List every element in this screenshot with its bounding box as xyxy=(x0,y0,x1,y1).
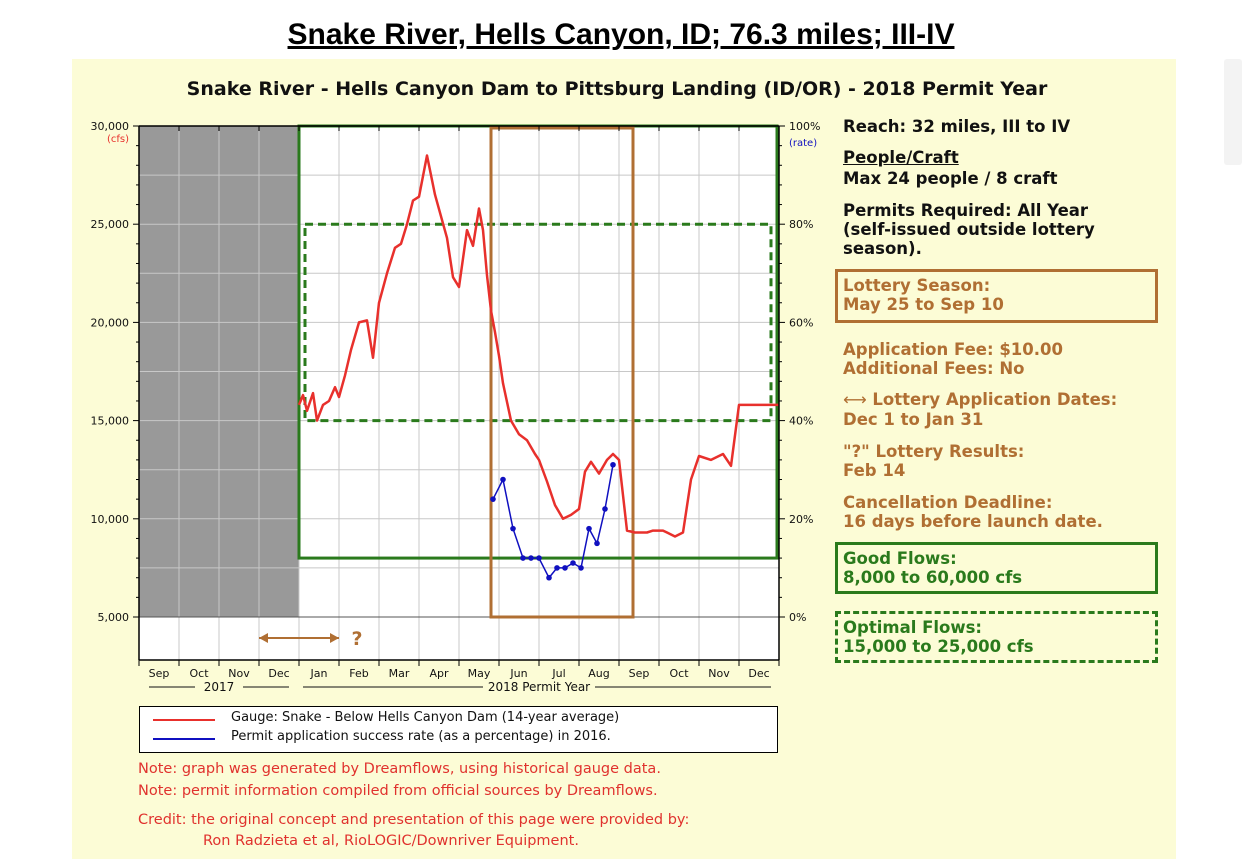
rate-unit-label: (rate) xyxy=(789,138,817,149)
rate-point xyxy=(586,525,592,532)
optimal-flows-box xyxy=(835,611,1158,663)
rate-point xyxy=(528,555,534,561)
good-flows-label: Good Flows: xyxy=(843,549,957,568)
month-label: Dec xyxy=(748,667,769,680)
rate-point xyxy=(554,565,560,571)
rate-point xyxy=(602,506,608,512)
month-label: Oct xyxy=(189,667,209,680)
lottery-season-label: Lottery Season: xyxy=(843,276,991,295)
lottery-results-date: Feb 14 xyxy=(843,461,906,480)
legend-rate-label: Permit application success rate (as a pe… xyxy=(231,729,611,744)
additional-fees-text: Additional Fees: No xyxy=(843,359,1025,378)
legend-rate-swatch xyxy=(153,738,215,740)
permits-line-1: Permits Required: All Year xyxy=(843,201,1089,220)
arrow-left-head xyxy=(259,633,268,643)
optimal-flows-region xyxy=(303,222,773,423)
period-2018-label: 2018 Permit Year xyxy=(488,680,590,694)
rate-tick-label: 100% xyxy=(789,120,820,133)
month-label: Aug xyxy=(588,667,609,680)
lottery-results-marker: ? xyxy=(351,628,362,650)
rate-point xyxy=(536,555,542,561)
period-2017-label: 2017 xyxy=(204,680,235,694)
month-label: Apr xyxy=(429,667,449,680)
rate-point xyxy=(562,565,568,571)
good-flows-range: 8,000 to 60,000 cfs xyxy=(843,568,1023,587)
people-craft-heading: People/Craft xyxy=(843,148,959,167)
rate-point xyxy=(500,476,506,483)
rate-tick-label: 80% xyxy=(789,218,813,231)
month-label: May xyxy=(468,667,491,680)
month-label: Sep xyxy=(149,667,170,680)
lottery-results-label: "?" Lottery Results: xyxy=(843,442,1025,461)
optimal-flows-range: 15,000 to 25,000 cfs xyxy=(843,637,1034,656)
rate-tick-label: 40% xyxy=(789,415,813,428)
good-flows-box xyxy=(835,542,1158,594)
flow-tick-label: 15,000 xyxy=(91,415,130,428)
permits-line-3: season). xyxy=(843,239,922,258)
rate-tick-label: 60% xyxy=(789,316,813,329)
rate-point xyxy=(570,560,576,566)
flow-tick-label: 20,000 xyxy=(91,316,130,329)
chart-legend: Gauge: Snake - Below Hells Canyon Dam (1… xyxy=(139,706,778,753)
reach-text: Reach: 32 miles, III to IV xyxy=(843,117,1071,136)
month-label: Jun xyxy=(509,667,527,680)
application-dates-value: Dec 1 to Jan 31 xyxy=(843,410,984,429)
month-label: Dec xyxy=(268,667,289,680)
cancellation-value: 16 days before launch date. xyxy=(843,512,1103,531)
month-label: Sep xyxy=(629,667,650,680)
legend-flow-swatch xyxy=(153,719,215,721)
legend-flow-label: Gauge: Snake - Below Hells Canyon Dam (1… xyxy=(231,710,620,725)
application-dates-label: ⟷ Lottery Application Dates: xyxy=(843,390,1117,409)
rate-point xyxy=(578,565,584,571)
people-craft-text: Max 24 people / 8 craft xyxy=(843,169,1058,188)
page-title: Snake River, Hells Canyon, ID; 76.3 mile… xyxy=(287,18,955,51)
month-label: Feb xyxy=(349,667,368,680)
note-generated: Note: graph was generated by Dreamflows,… xyxy=(138,761,661,777)
flow-tick-label: 25,000 xyxy=(91,218,130,231)
month-label: Nov xyxy=(228,667,250,680)
rate-tick-label: 0% xyxy=(789,611,806,624)
rate-point xyxy=(610,461,616,468)
rate-point xyxy=(546,574,552,581)
month-label: Jan xyxy=(310,667,328,680)
application-dates-heading: Lottery Application Dates: xyxy=(872,390,1118,409)
lottery-season-region xyxy=(489,126,635,619)
flow-series-line xyxy=(297,154,779,538)
rate-point xyxy=(594,540,600,547)
side-scroll-tab[interactable] xyxy=(1224,59,1242,165)
flow-unit-label: (cfs) xyxy=(107,134,129,145)
month-label: Oct xyxy=(669,667,689,680)
rate-point xyxy=(510,525,516,532)
lottery-season-dates: May 25 to Sep 10 xyxy=(843,295,1004,314)
note-credit: Credit: the original concept and present… xyxy=(138,812,690,828)
lottery-season-box xyxy=(835,269,1158,323)
permits-line-2: (self-issued outside lottery xyxy=(843,220,1095,239)
cancellation-label: Cancellation Deadline: xyxy=(843,493,1053,512)
note-credit-names: Ron Radzieta et al, RioLOGIC/Downriver E… xyxy=(203,833,579,849)
rate-point xyxy=(490,496,496,502)
flow-tick-label: 5,000 xyxy=(98,611,130,624)
month-label: Mar xyxy=(389,667,410,680)
application-fee-text: Application Fee: $10.00 xyxy=(843,340,1063,359)
note-compiled: Note: permit information compiled from o… xyxy=(138,783,658,799)
optimal-flows-label: Optimal Flows: xyxy=(843,618,983,637)
chart-title: Snake River - Hells Canyon Dam to Pittsb… xyxy=(187,78,1048,100)
double-arrow-icon: ⟷ xyxy=(843,390,867,409)
month-label: Jul xyxy=(551,667,565,680)
rate-tick-label: 20% xyxy=(789,513,813,526)
arrow-right-head xyxy=(330,633,339,643)
flow-tick-label: 30,000 xyxy=(91,120,130,133)
month-label: Nov xyxy=(708,667,730,680)
rate-point xyxy=(520,555,526,561)
flow-tick-label: 10,000 xyxy=(91,513,130,526)
